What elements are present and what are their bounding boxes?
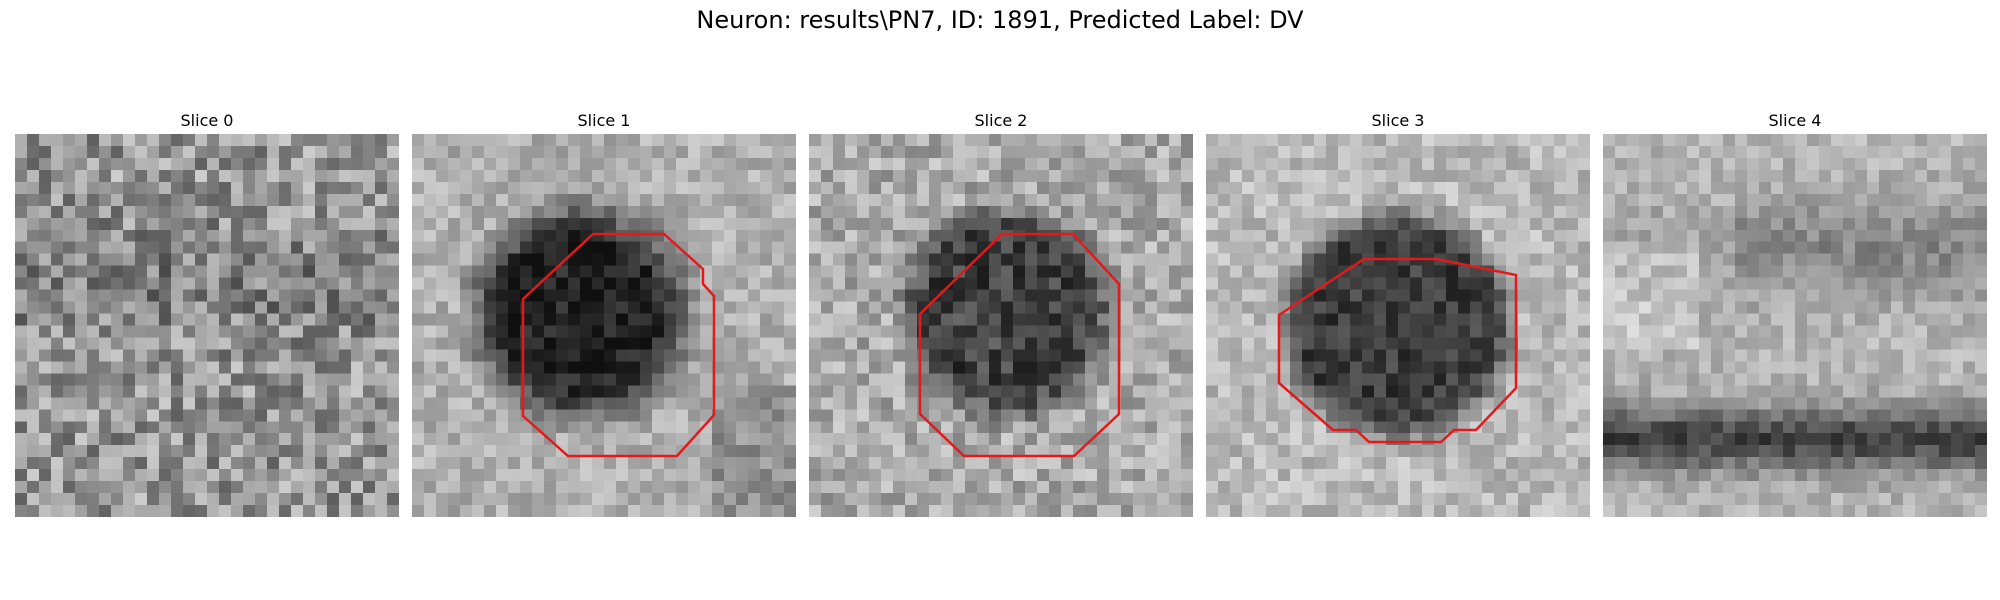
slice-title-3: Slice 3	[1371, 111, 1425, 130]
slice-title-1: Slice 1	[577, 111, 631, 130]
slice-title-0: Slice 0	[180, 111, 234, 130]
slice-image-3	[1206, 134, 1590, 517]
slice-title-2: Slice 2	[974, 111, 1028, 130]
slice-panel-0: Slice 0	[15, 108, 399, 517]
slice-image-2	[809, 134, 1193, 517]
slice-image-0	[15, 134, 399, 517]
slice-panel-4: Slice 4	[1603, 108, 1987, 517]
slice-image-4	[1603, 134, 1987, 517]
slice-panel-2: Slice 2	[809, 108, 1193, 517]
slice-image-1	[412, 134, 796, 517]
slice-panel-1: Slice 1	[412, 108, 796, 517]
figure-title: Neuron: results\PN7, ID: 1891, Predicted…	[696, 6, 1304, 34]
slice-panel-3: Slice 3	[1206, 108, 1590, 517]
slice-title-4: Slice 4	[1768, 111, 1822, 130]
